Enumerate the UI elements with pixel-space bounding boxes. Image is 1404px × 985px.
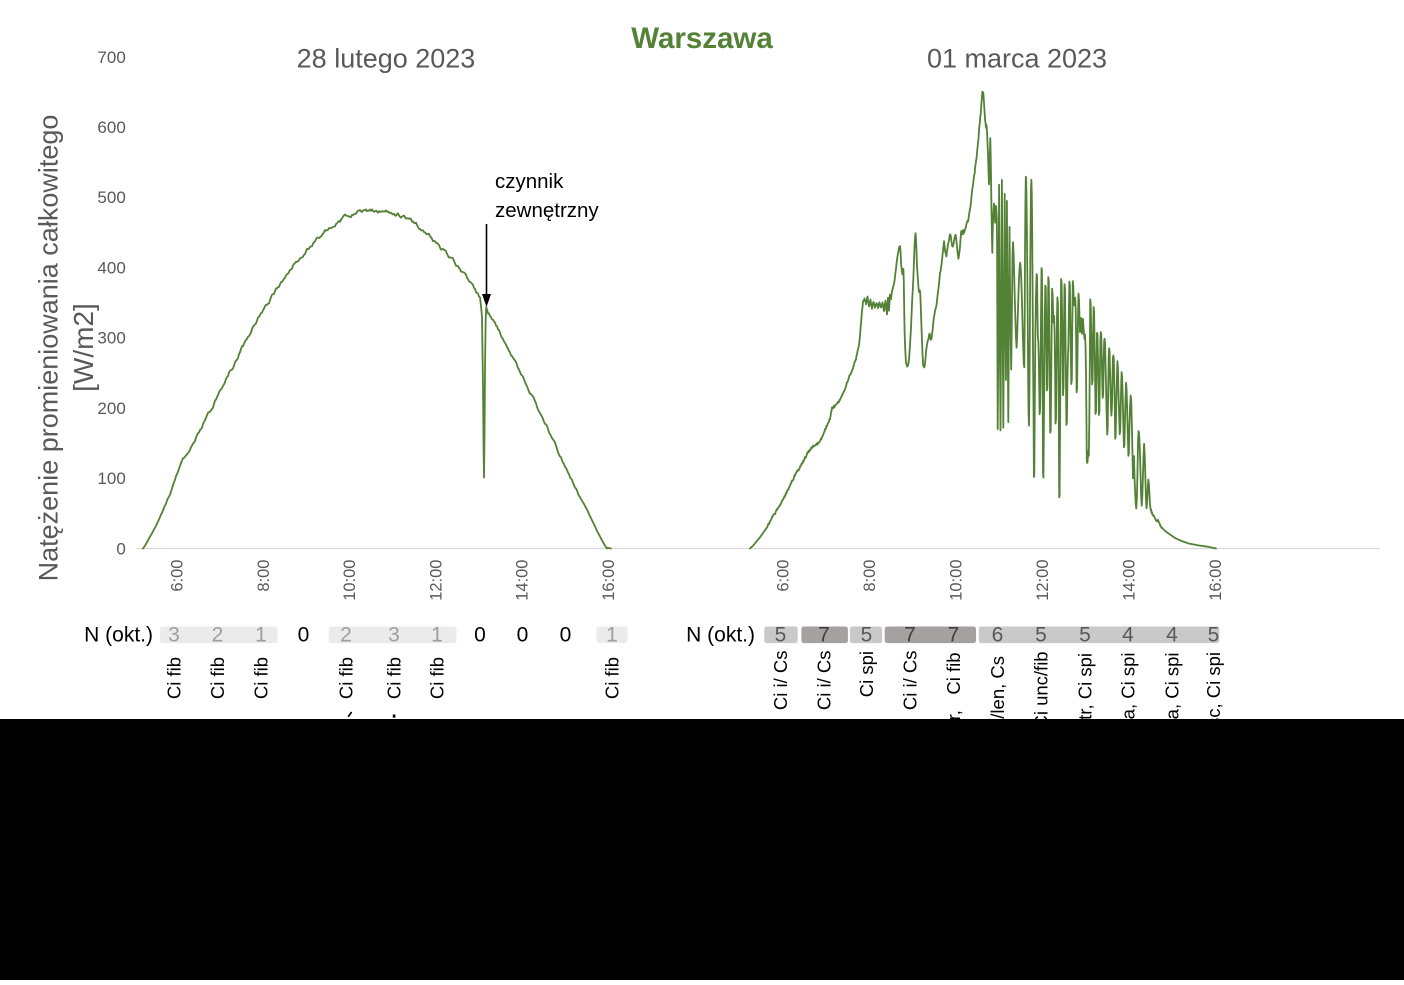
- svg-text:8:00: 8:00: [255, 560, 273, 592]
- svg-text:3: 3: [388, 624, 400, 647]
- svg-text:4: 4: [1122, 624, 1134, 647]
- svg-text:Ci fib: Ci fib: [164, 657, 185, 699]
- svg-text:6:00: 6:00: [775, 560, 793, 592]
- svg-text:2: 2: [340, 624, 352, 647]
- svg-text:1: 1: [255, 624, 267, 647]
- svg-text:14:00: 14:00: [1121, 560, 1139, 601]
- svg-text:Ci unc/fib: Ci unc/fib: [1031, 651, 1052, 728]
- svg-text:5: 5: [1208, 624, 1220, 647]
- svg-text:200: 200: [97, 399, 125, 418]
- svg-text:28 lutego 2023: 28 lutego 2023: [297, 44, 476, 74]
- svg-text:10:00: 10:00: [948, 560, 966, 601]
- svg-text:Ci i/ Cs: Ci i/ Cs: [770, 651, 791, 711]
- svg-text:300: 300: [97, 329, 125, 348]
- svg-text:0: 0: [560, 624, 572, 647]
- svg-text:[W/m2]: [W/m2]: [68, 303, 99, 392]
- svg-text:Ci i/ Cs: Ci i/ Cs: [900, 651, 921, 711]
- svg-text:0: 0: [116, 539, 125, 558]
- svg-text:6: 6: [992, 624, 1004, 647]
- svg-text:fra, Ci spi: fra, Ci spi: [1162, 653, 1183, 731]
- svg-text:5: 5: [775, 624, 787, 647]
- svg-text:Ci fib: Ci fib: [602, 657, 623, 699]
- svg-text:3: 3: [168, 624, 180, 647]
- svg-text:12:00: 12:00: [427, 560, 445, 601]
- svg-text:16:00: 16:00: [1207, 560, 1225, 601]
- svg-text:7: 7: [948, 624, 960, 647]
- svg-text:5: 5: [861, 624, 873, 647]
- svg-text:2: 2: [212, 624, 224, 647]
- svg-text:5: 5: [1079, 624, 1091, 647]
- svg-text:Ci fib: Ci fib: [207, 657, 228, 699]
- svg-text:zewnętrzny: zewnętrzny: [495, 199, 599, 222]
- svg-text:str, Ci fib: str, Ci fib: [943, 653, 964, 735]
- svg-text:fra, Ci spi: fra, Ci spi: [1118, 653, 1139, 731]
- svg-text:Ci fib: Ci fib: [251, 657, 272, 699]
- svg-text:01 marca 2023: 01 marca 2023: [927, 44, 1107, 74]
- svg-text:0: 0: [517, 624, 529, 647]
- svg-text:Ci spi: Ci spi: [856, 651, 877, 697]
- svg-text:Warszawa: Warszawa: [631, 22, 773, 55]
- svg-text:16:00: 16:00: [600, 560, 618, 601]
- svg-text:śc, Ci spi: śc, Ci spi: [1203, 652, 1224, 727]
- svg-text:N (okt.): N (okt.): [686, 624, 755, 647]
- svg-text:N (okt.): N (okt.): [84, 624, 153, 647]
- svg-text:1: 1: [431, 624, 443, 647]
- svg-text:0: 0: [474, 624, 486, 647]
- svg-text:Ci fib: Ci fib: [427, 657, 448, 699]
- svg-text:Ci fib: Ci fib: [384, 657, 405, 699]
- svg-text:1: 1: [606, 624, 618, 647]
- svg-text:100: 100: [97, 469, 125, 488]
- svg-text:10:00: 10:00: [341, 560, 359, 601]
- svg-text:0: 0: [298, 624, 310, 647]
- svg-text:7: 7: [818, 624, 830, 647]
- svg-text:400: 400: [97, 258, 125, 277]
- svg-text:8:00: 8:00: [861, 560, 879, 592]
- svg-text:500: 500: [97, 188, 125, 207]
- svg-text:12:00: 12:00: [1034, 560, 1052, 601]
- svg-text:Ci i/ Cs: Ci i/ Cs: [814, 651, 835, 711]
- svg-text:Ci fib: Ci fib: [336, 657, 357, 699]
- svg-text:6:00: 6:00: [169, 560, 187, 592]
- svg-text:600: 600: [97, 118, 125, 137]
- svg-text:4: 4: [1166, 624, 1178, 647]
- svg-text:5: 5: [1035, 624, 1047, 647]
- svg-text:7: 7: [904, 624, 916, 647]
- svg-text:czynnik: czynnik: [495, 170, 564, 193]
- svg-text:14:00: 14:00: [514, 560, 532, 601]
- svg-text:700: 700: [97, 48, 125, 67]
- svg-text:Natężenie promieniowania całko: Natężenie promieniowania całkowitego: [34, 115, 64, 582]
